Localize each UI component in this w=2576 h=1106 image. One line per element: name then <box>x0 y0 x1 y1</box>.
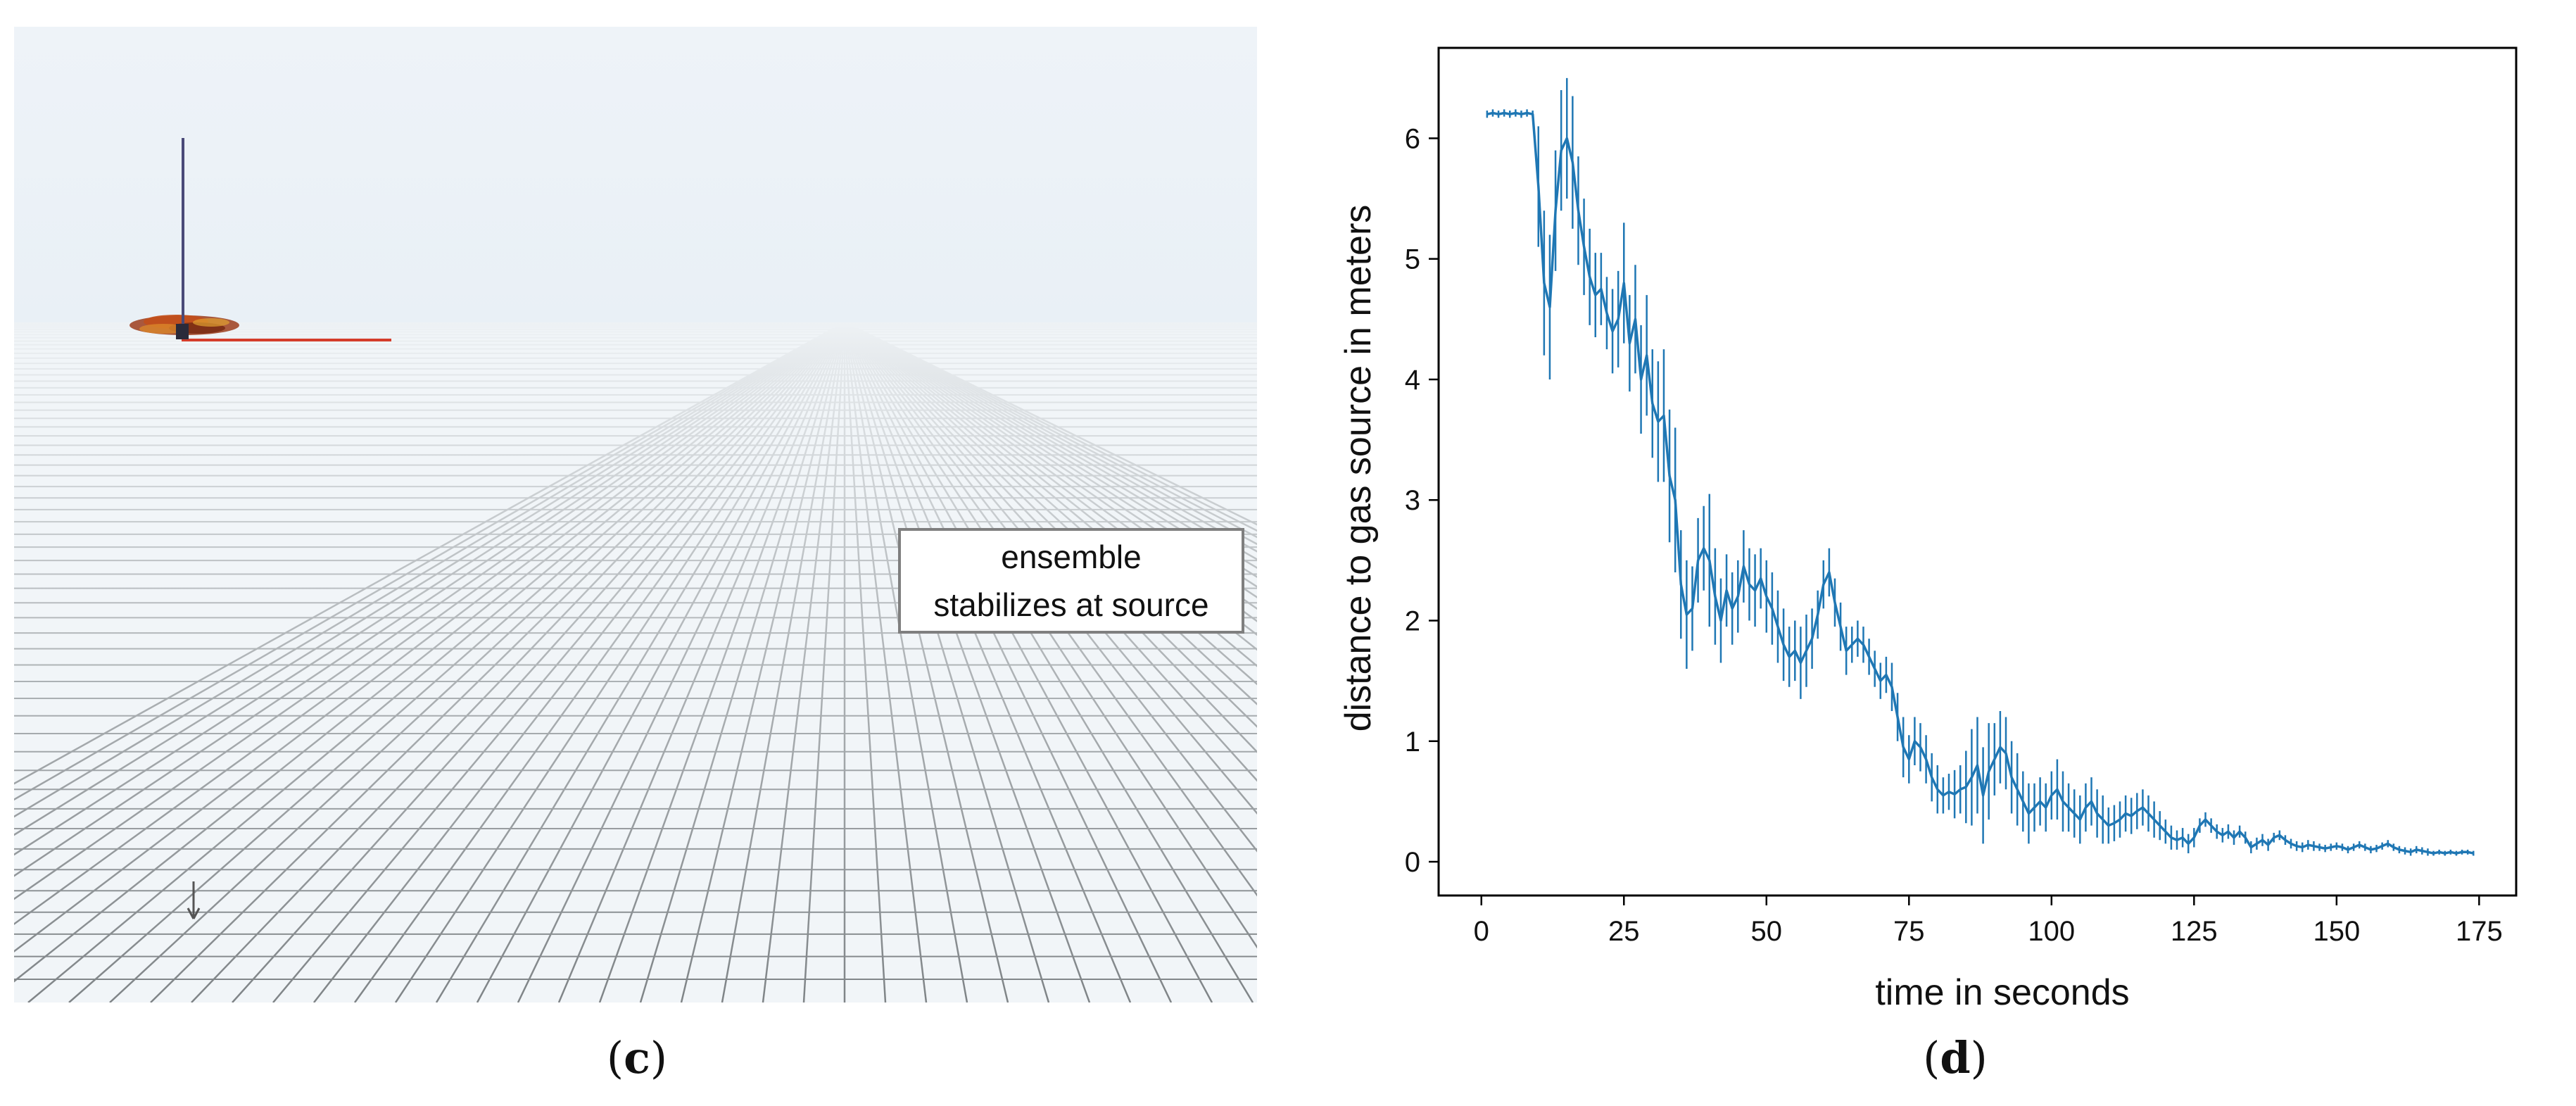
arrow-marker <box>187 881 201 919</box>
panel-label-c: (c) <box>606 1032 668 1083</box>
error-bars <box>1486 77 2475 856</box>
x-axis: 0 25 50 75 100 125 150 175 <box>1474 896 2503 947</box>
plot-frame <box>1437 46 2518 897</box>
y-tick-label: 0 <box>1405 847 1420 878</box>
x-tick-label: 75 <box>1893 916 1925 947</box>
y-tick-label: 2 <box>1405 606 1420 637</box>
y-axis: 0 1 2 3 4 5 6 <box>1405 123 1439 878</box>
x-tick-label: 25 <box>1608 916 1640 947</box>
x-tick-label: 175 <box>2456 916 2503 947</box>
y-tick-label: 4 <box>1405 365 1420 396</box>
annotation-box: ensemble stabilizes at source <box>898 528 1244 634</box>
annotation-line-2: stabilizes at source <box>933 586 1209 623</box>
x-tick-label: 100 <box>2028 916 2075 947</box>
x-axis-label: time in seconds <box>1875 972 2129 1013</box>
y-tick-label: 3 <box>1405 485 1420 516</box>
y-tick-label: 5 <box>1405 244 1420 275</box>
y-tick-label: 6 <box>1405 123 1420 154</box>
sky <box>14 27 1257 322</box>
x-tick-label: 125 <box>2171 916 2218 947</box>
y-axis-label: distance to gas source in meters <box>1338 205 1379 732</box>
x-tick-label: 150 <box>2313 916 2360 947</box>
pole-base <box>176 324 189 339</box>
floor-haze <box>14 322 1257 1003</box>
x-tick-label: 0 <box>1474 916 1489 947</box>
series-line <box>1486 111 2474 855</box>
simulation-scene <box>14 27 1257 1003</box>
y-tick-label: 1 <box>1405 727 1420 758</box>
annotation-line-1: ensemble <box>1001 539 1142 575</box>
panel-label-d: (d) <box>1923 1032 1988 1083</box>
x-tick-label: 50 <box>1751 916 1783 947</box>
